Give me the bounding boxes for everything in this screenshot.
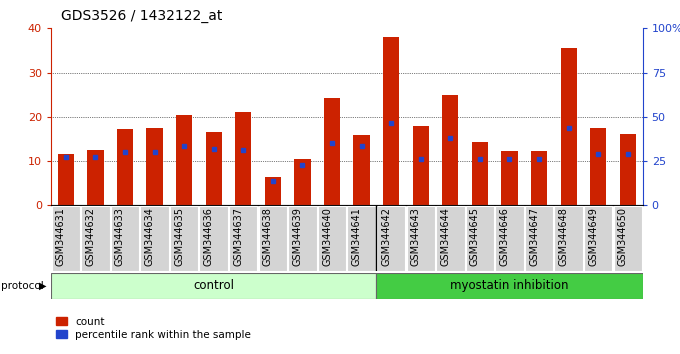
FancyBboxPatch shape: [170, 206, 199, 271]
FancyBboxPatch shape: [377, 273, 643, 299]
Text: myostatin inhibition: myostatin inhibition: [450, 279, 568, 292]
Bar: [354, 135, 370, 205]
FancyBboxPatch shape: [377, 206, 405, 271]
Bar: [87, 150, 103, 205]
FancyBboxPatch shape: [199, 206, 228, 271]
Bar: [383, 37, 399, 205]
Text: GSM344636: GSM344636: [204, 207, 214, 266]
FancyBboxPatch shape: [347, 206, 376, 271]
Bar: [265, 177, 281, 205]
FancyBboxPatch shape: [554, 206, 583, 271]
Text: protocol: protocol: [1, 281, 44, 291]
Text: GSM344640: GSM344640: [322, 207, 332, 266]
Text: GSM344649: GSM344649: [588, 207, 598, 266]
FancyBboxPatch shape: [495, 206, 524, 271]
Bar: [472, 142, 488, 205]
Bar: [442, 95, 458, 205]
Text: GSM344639: GSM344639: [292, 207, 303, 266]
Bar: [58, 154, 74, 205]
Bar: [531, 151, 547, 205]
Bar: [294, 159, 311, 205]
Text: GSM344631: GSM344631: [56, 207, 66, 266]
Bar: [176, 115, 192, 205]
Bar: [205, 132, 222, 205]
FancyBboxPatch shape: [140, 206, 169, 271]
Text: GSM344647: GSM344647: [529, 207, 539, 266]
FancyBboxPatch shape: [613, 206, 642, 271]
Legend: count, percentile rank within the sample: count, percentile rank within the sample: [56, 317, 251, 340]
Bar: [560, 48, 577, 205]
Bar: [590, 128, 607, 205]
Text: GSM344646: GSM344646: [500, 207, 509, 266]
Text: GSM344641: GSM344641: [352, 207, 362, 266]
Bar: [501, 152, 517, 205]
FancyBboxPatch shape: [111, 206, 139, 271]
Text: GSM344644: GSM344644: [441, 207, 450, 266]
Text: GSM344633: GSM344633: [115, 207, 125, 266]
Bar: [324, 98, 340, 205]
Text: GSM344648: GSM344648: [559, 207, 568, 266]
Text: GDS3526 / 1432122_at: GDS3526 / 1432122_at: [61, 9, 222, 23]
Bar: [146, 128, 163, 205]
Bar: [235, 113, 252, 205]
Text: GSM344642: GSM344642: [381, 207, 391, 266]
Bar: [413, 126, 429, 205]
Text: GSM344638: GSM344638: [263, 207, 273, 266]
Text: GSM344645: GSM344645: [470, 207, 480, 266]
FancyBboxPatch shape: [258, 206, 287, 271]
FancyBboxPatch shape: [288, 206, 317, 271]
FancyBboxPatch shape: [52, 206, 80, 271]
Text: GSM344632: GSM344632: [86, 207, 95, 266]
Text: GSM344643: GSM344643: [411, 207, 421, 266]
FancyBboxPatch shape: [51, 273, 377, 299]
FancyBboxPatch shape: [436, 206, 464, 271]
Bar: [117, 129, 133, 205]
FancyBboxPatch shape: [584, 206, 613, 271]
Bar: [619, 134, 636, 205]
Text: ▶: ▶: [39, 281, 47, 291]
Text: GSM344635: GSM344635: [174, 207, 184, 266]
FancyBboxPatch shape: [318, 206, 346, 271]
FancyBboxPatch shape: [407, 206, 435, 271]
Text: GSM344650: GSM344650: [618, 207, 628, 266]
FancyBboxPatch shape: [81, 206, 109, 271]
Text: control: control: [193, 279, 234, 292]
FancyBboxPatch shape: [229, 206, 258, 271]
FancyBboxPatch shape: [466, 206, 494, 271]
Text: GSM344634: GSM344634: [145, 207, 154, 266]
FancyBboxPatch shape: [525, 206, 554, 271]
Text: GSM344637: GSM344637: [233, 207, 243, 266]
